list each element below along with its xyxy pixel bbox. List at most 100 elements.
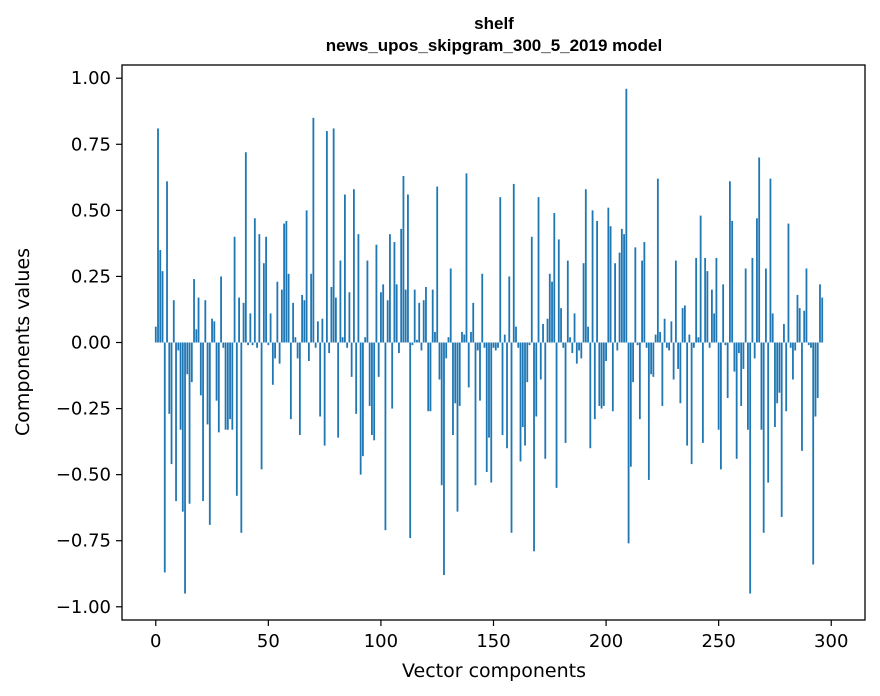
bar-125 (436, 186, 439, 343)
bar-44 (253, 218, 256, 343)
bar-1 (157, 128, 159, 343)
bar-264 (749, 342, 752, 594)
bar-132 (452, 342, 454, 435)
y-tick-label: 1.00 (71, 68, 111, 89)
bar-203 (611, 342, 614, 412)
y-axis-ticks: −1.00 −0.75 −0.50 −0.25 0.00 0.25 0.50 0.75 1.00 (56, 68, 122, 618)
bar-219 (647, 342, 650, 480)
bar-35 (233, 236, 236, 343)
bar-166 (528, 342, 531, 346)
y-tick-label: 0.00 (71, 333, 111, 354)
bar-49 (265, 236, 267, 343)
bar-120 (425, 287, 427, 343)
plot-frame (121, 64, 866, 621)
bar-218 (645, 342, 648, 348)
bar-23 (206, 342, 209, 425)
bar-208 (623, 234, 625, 343)
bar-67 (305, 210, 308, 343)
bar-234 (681, 308, 684, 343)
bar-73 (319, 342, 322, 417)
bar-178 (555, 342, 558, 488)
bar-171 (539, 342, 542, 380)
bar-226 (663, 318, 666, 343)
bar-104 (389, 234, 391, 343)
bar-168 (533, 342, 535, 552)
bar-221 (652, 342, 655, 377)
bar-145 (481, 273, 484, 343)
bar-164 (524, 342, 526, 446)
bar-175 (548, 273, 551, 343)
bar-149 (490, 342, 493, 483)
bar-71 (314, 342, 317, 348)
bar-188 (578, 342, 580, 351)
bar-101 (382, 284, 385, 343)
bar-87 (350, 342, 353, 377)
bar-36 (235, 342, 238, 496)
bar-230 (672, 342, 675, 380)
bar-189 (580, 342, 583, 359)
bar-31 (224, 342, 227, 430)
bar-107 (395, 284, 398, 343)
bar-263 (747, 342, 749, 430)
chart-title: shelf (474, 14, 514, 33)
bar-195 (593, 342, 596, 420)
bar-196 (596, 220, 598, 343)
bar-246 (708, 342, 711, 348)
bar-39 (242, 302, 245, 343)
bar-41 (247, 342, 249, 346)
bar-18 (195, 329, 198, 343)
bar-259 (738, 342, 740, 354)
bar-106 (393, 242, 396, 343)
bar-163 (521, 342, 524, 428)
bar-198 (600, 342, 603, 409)
bar-15 (188, 342, 191, 504)
bar-285 (796, 294, 799, 343)
x-tick-label: 100 (364, 631, 398, 652)
bar-279 (783, 324, 785, 343)
y-tick-label: 0.75 (71, 134, 111, 155)
bar-266 (753, 342, 756, 359)
bar-7 (170, 342, 173, 465)
bar-130 (447, 337, 450, 343)
bar-50 (267, 342, 270, 346)
bar-289 (805, 268, 808, 343)
bar-294 (816, 342, 819, 398)
bar-100 (380, 292, 382, 343)
bar-38 (240, 342, 243, 533)
y-tick-label: 0.25 (71, 266, 111, 287)
bar-170 (537, 197, 540, 343)
bar-122 (429, 342, 432, 412)
bar-157 (508, 276, 511, 343)
bar-185 (571, 342, 574, 354)
bar-9 (175, 342, 177, 502)
bar-197 (598, 342, 601, 406)
bar-128 (443, 342, 445, 576)
bar-2 (159, 250, 162, 343)
bar-255 (729, 181, 731, 343)
bar-267 (756, 218, 758, 343)
bar-52 (271, 342, 274, 385)
bar-5 (166, 181, 168, 343)
bar-55 (278, 342, 281, 364)
bar-110 (402, 176, 405, 343)
bar-233 (679, 342, 682, 404)
bar-65 (301, 294, 304, 343)
bar-187 (575, 342, 578, 364)
bar-22 (204, 300, 207, 343)
bar-72 (316, 321, 319, 343)
bar-295 (819, 284, 821, 343)
bar-288 (803, 310, 806, 343)
bar-14 (186, 342, 189, 375)
bar-202 (609, 226, 612, 343)
bar-10 (177, 342, 180, 351)
bar-270 (762, 342, 765, 533)
bar-244 (704, 257, 707, 343)
bar-95 (368, 342, 371, 406)
bar-57 (283, 223, 286, 343)
bar-169 (535, 342, 538, 417)
bar-247 (711, 289, 713, 343)
bar-296 (821, 297, 824, 343)
bar-286 (798, 308, 801, 343)
bar-167 (530, 236, 533, 343)
bar-243 (701, 342, 704, 443)
